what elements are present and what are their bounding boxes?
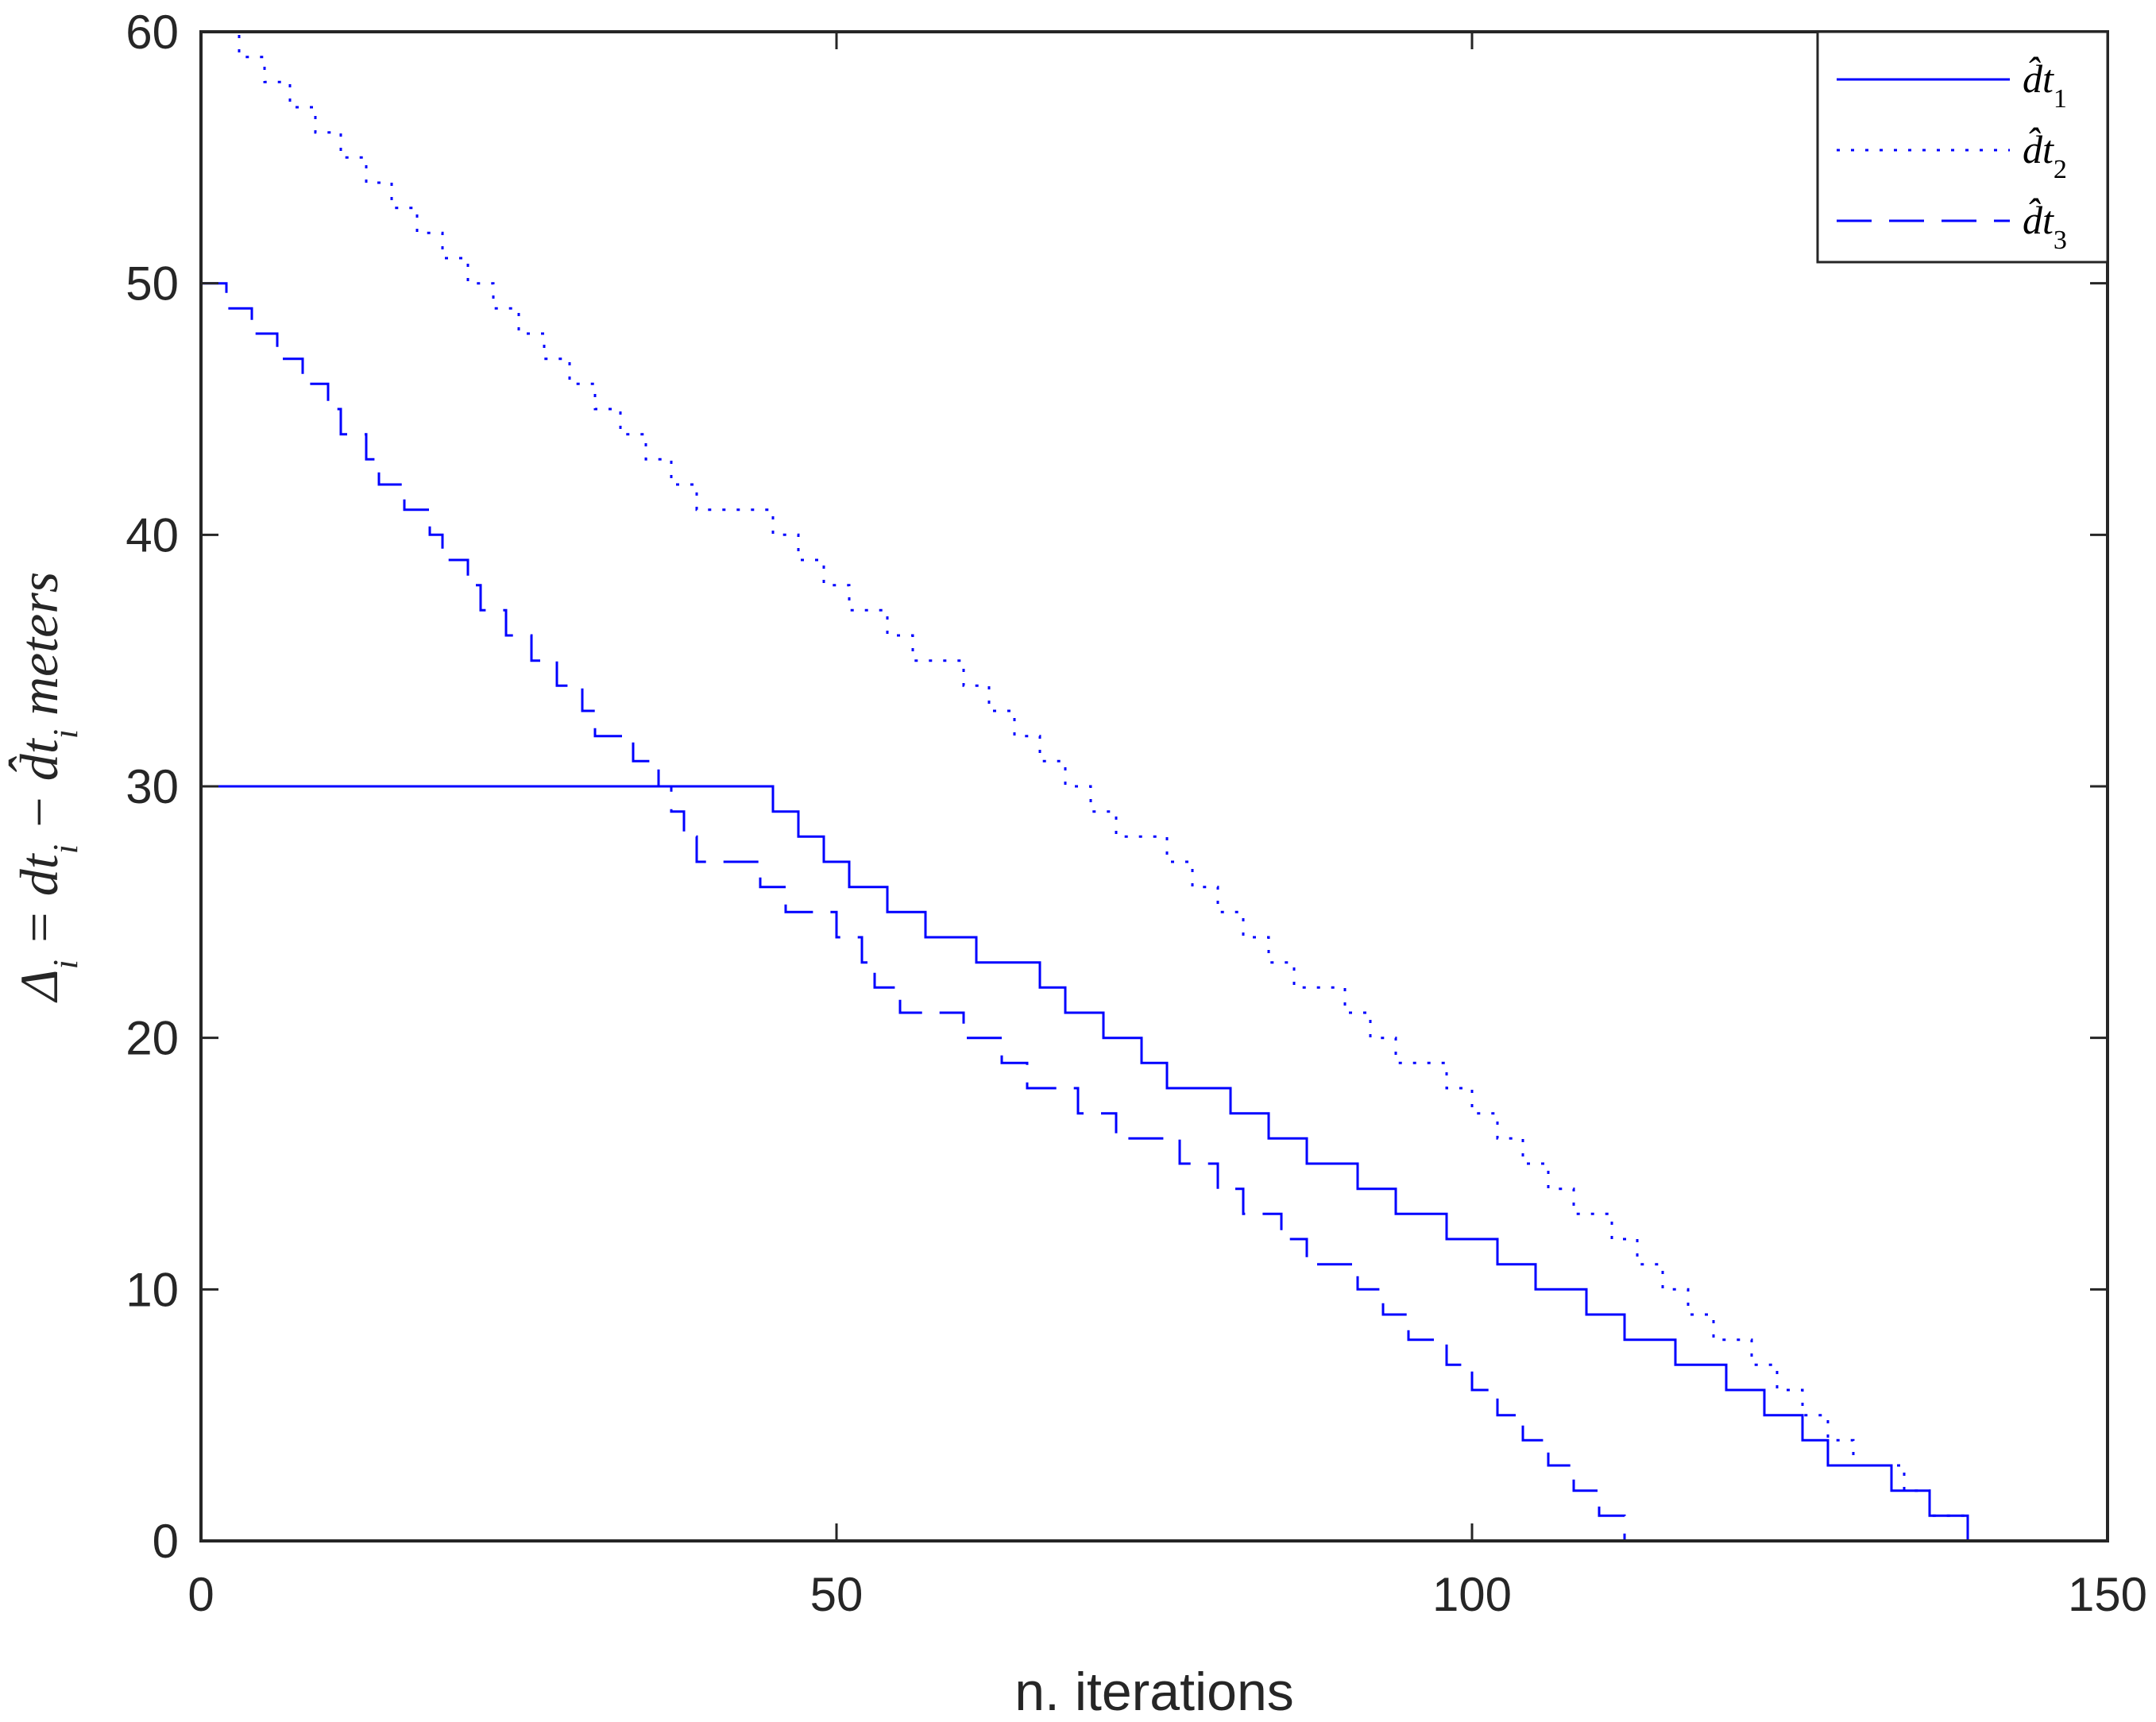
y-tick-label: 40 [126,508,179,562]
y-tick-label: 10 [126,1263,179,1316]
y-title-dthat: d̂t [9,737,69,781]
y-title-minus: − [9,781,69,844]
legend-label-2: d̂t2 [2023,126,2067,184]
y-title-sub-i: i [46,959,85,969]
x-axis-title: n. iterations [1014,1662,1294,1718]
y-title-delta: Δ [9,969,69,1003]
y-tick-label: 0 [153,1515,179,1568]
y-title-unit: meters [9,572,69,729]
y-title-sub-i-3: i [46,729,85,739]
plot-area: 0 50 100 150 0 10 20 30 40 50 60 [126,6,2147,1621]
ticks-layer: 0 50 100 150 0 10 20 30 40 50 60 [126,6,2147,1621]
y-tick-label: 50 [126,257,179,311]
series-line-3 [201,282,1626,1541]
series-layer [201,30,1969,1541]
y-tick-label: 30 [126,760,179,813]
x-tick-label: 0 [187,1568,214,1621]
svg-text:Δi = dti − d̂ti meters: Δi = dti − d̂ti meters [9,572,85,1004]
legend-box [1816,30,2109,264]
legend-label-3: d̂t3 [2023,197,2067,255]
x-tick-label: 150 [2068,1568,2147,1621]
x-tick-label: 50 [810,1568,864,1621]
y-title-sub-i-2: i [46,844,85,854]
x-tick-label: 100 [1432,1568,1512,1621]
legend-label-1: d̂t1 [2023,56,2067,114]
legend-entries: d̂t1 d̂t2 d̂t3 [1837,56,2067,255]
y-axis-title: Δi = dti − d̂ti meters [9,572,85,1004]
y-tick-label: 60 [126,6,179,59]
series-line-1 [201,785,1969,1541]
legend: d̂t1 d̂t2 d̂t3 [1816,30,2109,264]
y-title-eq: = [9,896,69,959]
y-tick-label: 20 [126,1012,179,1065]
y-title-dt: dt [9,852,69,896]
